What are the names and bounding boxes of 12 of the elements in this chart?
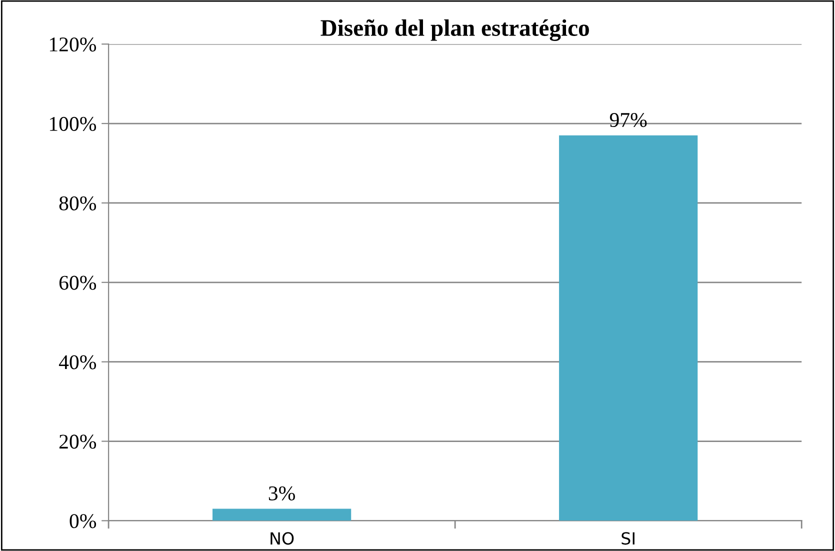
y-tick-label: 20% [59, 434, 96, 449]
x-tick-label: SI [622, 532, 634, 545]
y-tick-label: 120% [50, 37, 96, 52]
y-tick-label: 60% [59, 276, 96, 290]
y-tick-label: 40% [58, 355, 96, 370]
y-tick-label: 100% [50, 116, 96, 132]
data-label: 97% [610, 112, 647, 128]
x-tick-label: NO [270, 532, 294, 545]
chart-title: Diseño del plan estratégico [320, 19, 589, 41]
y-tick-label: 80% [59, 196, 96, 210]
y-tick-label: 0% [70, 514, 96, 528]
data-label: 3% [268, 486, 295, 500]
